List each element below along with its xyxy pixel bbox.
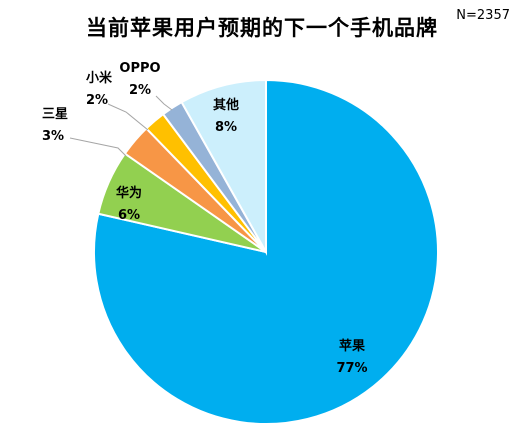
leader-line-2 [69,137,127,157]
slice-value-label-0: 77% [336,361,367,376]
pie-slice-5 [180,78,267,256]
slice-value-label-5: 8% [215,120,237,135]
slice-value-label-3: 2% [86,93,108,108]
slice-name-label-1: 华为 [116,185,142,201]
slice-name-label-5: 其他 [213,97,239,113]
slice-name-label-0: 苹果 [339,338,365,354]
slice-name-label-3: 小米 [86,70,113,86]
slice-value-label-2: 3% [42,129,64,144]
slice-name-label-2: 三星 [42,107,68,122]
slice-name-label-4: OPPO [119,61,160,76]
leader-line-3 [107,103,149,131]
slice-value-label-4: 2% [129,83,151,98]
leader-line-4 [155,95,173,111]
sample-size-note: N=2357 [456,8,510,23]
slice-value-label-1: 6% [118,208,140,223]
chart-title: 当前苹果用户预期的下一个手机品牌 [86,16,438,40]
